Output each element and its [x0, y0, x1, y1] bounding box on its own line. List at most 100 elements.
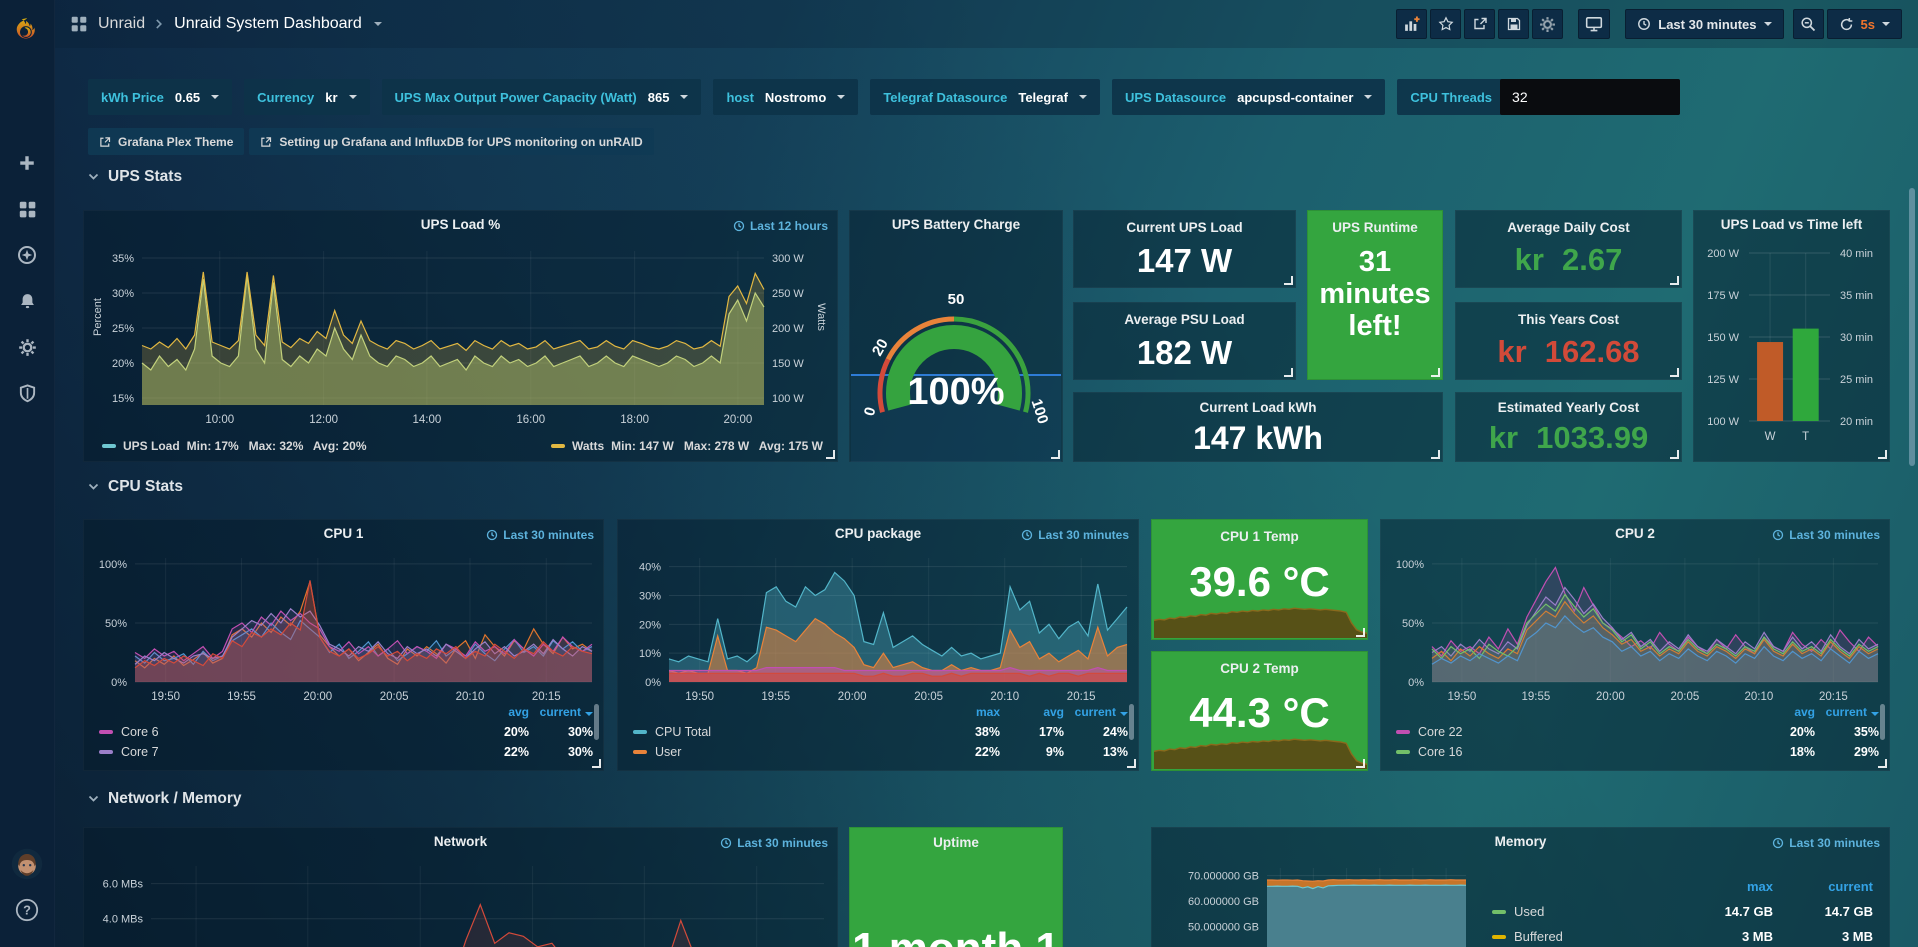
- add-panel-button[interactable]: [1396, 9, 1427, 39]
- legend-series-name[interactable]: Used: [1514, 904, 1544, 919]
- svg-text:20%: 20%: [639, 619, 661, 631]
- clock-icon: [1772, 837, 1784, 849]
- legend-marker: [102, 444, 116, 448]
- legend-series-name[interactable]: Core 6: [121, 725, 159, 739]
- variable-value: 0.65: [175, 90, 200, 105]
- save-button[interactable]: [1498, 9, 1529, 39]
- panel-title[interactable]: UPS Load vs Time left: [1694, 217, 1889, 232]
- chevron-down-icon[interactable]: [374, 22, 382, 26]
- panel-title[interactable]: UPS Runtime: [1308, 220, 1442, 235]
- legend-scrollbar[interactable]: [1880, 704, 1885, 740]
- legend-scrollbar[interactable]: [594, 704, 599, 740]
- cpu-package-chart[interactable]: 19:5019:5520:0020:0520:1020:1540%30%20%1…: [619, 548, 1139, 712]
- legend-series-stats: Min: 17% Max: 32% Avg: 20%: [187, 439, 367, 453]
- section-header-network-memory[interactable]: Network / Memory: [88, 790, 242, 808]
- clock-icon: [1021, 529, 1033, 541]
- variable-telegraf-datasource[interactable]: Telegraf Datasource Telegraf: [870, 79, 1100, 115]
- panel-title[interactable]: Uptime: [850, 835, 1062, 850]
- template-variables-row: kWh Price 0.65 Currency kr UPS Max Outpu…: [88, 79, 1680, 115]
- legend-col-current[interactable]: current: [1064, 705, 1128, 719]
- panel-title[interactable]: Estimated Yearly Cost: [1456, 400, 1681, 415]
- variable-ups-max-output[interactable]: UPS Max Output Power Capacity (Watt) 865: [382, 79, 702, 115]
- panel-title[interactable]: Average PSU Load: [1074, 312, 1295, 327]
- section-header-ups-stats[interactable]: UPS Stats: [88, 168, 182, 186]
- legend-col-avg[interactable]: avg: [465, 705, 529, 719]
- legend-col-current[interactable]: current: [1773, 879, 1873, 894]
- load-vs-time-bar-chart[interactable]: 200 W40 min175 W35 min150 W30 min125 W25…: [1695, 239, 1890, 459]
- tv-kiosk-button[interactable]: [1578, 9, 1610, 39]
- chart-legend: avg current Core 22 20% 35% Core 16 18% …: [1396, 702, 1879, 762]
- legend-col-current[interactable]: current: [1815, 705, 1879, 719]
- page-scrollbar-thumb[interactable]: [1909, 188, 1915, 466]
- zoom-out-button[interactable]: [1793, 9, 1824, 39]
- sidebar-item-explore[interactable]: [0, 232, 55, 278]
- sidebar-item-configuration[interactable]: [0, 324, 55, 370]
- sidebar-item-server-admin[interactable]: [0, 370, 55, 416]
- legend-col-avg[interactable]: avg: [1751, 705, 1815, 719]
- legend-col-current[interactable]: current: [529, 705, 593, 719]
- panel-title[interactable]: Current Load kWh: [1074, 400, 1442, 415]
- section-header-cpu-stats[interactable]: CPU Stats: [88, 478, 183, 496]
- legend-series-name[interactable]: UPS Load: [123, 439, 180, 453]
- legend-value: 14.7 GB: [1673, 904, 1773, 919]
- legend-series-name[interactable]: Buffered: [1514, 929, 1563, 944]
- breadcrumb-app[interactable]: Unraid: [98, 15, 145, 33]
- svg-text:30 min: 30 min: [1840, 332, 1873, 344]
- legend-marker: [1396, 730, 1410, 734]
- chevron-right-icon: [155, 18, 164, 30]
- sidebar-item-create[interactable]: [0, 140, 55, 186]
- chevron-down-icon: [349, 95, 357, 99]
- svg-text:200 W: 200 W: [1707, 248, 1739, 260]
- legend-series-name[interactable]: Core 22: [1418, 725, 1462, 739]
- network-chart[interactable]: 19:5019:5520:0020:0520:1020:156.0 MBs4.0…: [85, 856, 838, 947]
- panel-title[interactable]: UPS Load %: [84, 217, 837, 232]
- legend-value: 24%: [1064, 725, 1128, 739]
- variable-host[interactable]: host Nostromo: [713, 79, 858, 115]
- svg-text:70.000000 GB: 70.000000 GB: [1188, 871, 1259, 883]
- dashboard-link-ups-guide[interactable]: Setting up Grafana and InfluxDB for UPS …: [249, 128, 653, 155]
- variable-currency[interactable]: Currency kr: [244, 79, 369, 115]
- settings-button[interactable]: [1532, 9, 1563, 39]
- legend-series-name[interactable]: User: [655, 745, 681, 759]
- sidebar-item-help[interactable]: ?: [0, 887, 55, 933]
- uptime-panel: Uptime 1 month 1: [849, 827, 1063, 947]
- breadcrumb-page[interactable]: Unraid System Dashboard: [174, 15, 362, 33]
- panel-title[interactable]: CPU 1 Temp: [1152, 529, 1367, 544]
- panel-title[interactable]: Average Daily Cost: [1456, 220, 1681, 235]
- panel-title[interactable]: This Years Cost: [1456, 312, 1681, 327]
- apps-grid-icon[interactable]: [70, 15, 88, 33]
- legend-series-name[interactable]: CPU Total: [655, 725, 711, 739]
- legend-col-avg[interactable]: avg: [1000, 705, 1064, 719]
- sidebar-item-alerting[interactable]: [0, 278, 55, 324]
- sidebar-avatar[interactable]: [0, 841, 55, 887]
- grafana-logo[interactable]: [0, 8, 55, 54]
- legend-col-max[interactable]: max: [936, 705, 1000, 719]
- legend-series-name[interactable]: Watts: [572, 439, 604, 453]
- legend-value: 22%: [936, 745, 1000, 759]
- refresh-button[interactable]: 5s: [1827, 9, 1902, 39]
- star-button[interactable]: [1430, 9, 1461, 39]
- panel-title[interactable]: UPS Battery Charge: [850, 217, 1062, 232]
- cpu2-chart[interactable]: 19:5019:5520:0020:0520:1020:15100%50%0%: [1382, 548, 1890, 712]
- sidebar-item-dashboards[interactable]: [0, 186, 55, 232]
- variable-kwh-price[interactable]: kWh Price 0.65: [88, 79, 232, 115]
- legend-series-name[interactable]: Core 7: [121, 745, 159, 759]
- legend-series-name[interactable]: Core 16: [1418, 745, 1462, 759]
- section-title: Network / Memory: [108, 790, 242, 808]
- avatar: [11, 848, 43, 880]
- battery-gauge[interactable]: [850, 211, 1064, 463]
- variable-ups-datasource[interactable]: UPS Datasource apcupsd-container: [1112, 79, 1385, 115]
- ups-load-chart[interactable]: 10:0012:0014:0016:0018:0020:0035%300 W30…: [85, 239, 838, 433]
- panel-title[interactable]: CPU 2 Temp: [1152, 661, 1367, 676]
- legend-scrollbar[interactable]: [1129, 704, 1134, 740]
- time-range-button[interactable]: Last 30 minutes: [1625, 9, 1783, 39]
- cpu1-chart[interactable]: 19:5019:5520:0020:0520:1020:15100%50%0%: [85, 548, 604, 712]
- svg-text:125 W: 125 W: [1707, 374, 1739, 386]
- legend-col-max[interactable]: max: [1673, 879, 1773, 894]
- share-button[interactable]: [1464, 9, 1495, 39]
- dashboard-link-plex-theme[interactable]: Grafana Plex Theme: [88, 128, 244, 155]
- svg-text:10%: 10%: [639, 648, 661, 660]
- panel-title[interactable]: Current UPS Load: [1074, 220, 1295, 235]
- cpu2-panel: CPU 2 Last 30 minutes 19:5019:5520:0020:…: [1380, 519, 1890, 771]
- cpu-threads-input[interactable]: [1500, 79, 1680, 115]
